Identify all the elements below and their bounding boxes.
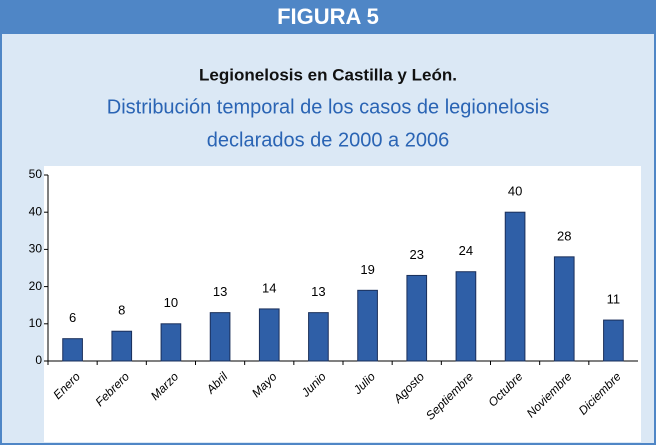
chart-subtitle: Distribución temporal de los casos de le…	[107, 96, 549, 118]
figure-label: FIGURA 5	[277, 4, 379, 29]
bar	[209, 312, 231, 362]
value-label: 40	[508, 184, 522, 199]
value-label: 24	[459, 243, 473, 258]
value-label: 11	[607, 292, 621, 307]
bar	[160, 323, 182, 362]
chart-subtitle: declarados de 2000 a 2006	[207, 129, 449, 151]
bar	[111, 330, 133, 362]
plot-background	[44, 166, 641, 442]
value-label: 13	[311, 284, 325, 299]
chart-title: Legionelosis en Castilla y León.	[199, 65, 457, 84]
bar	[357, 289, 378, 362]
value-label: 8	[118, 303, 125, 318]
bar	[603, 319, 624, 362]
value-label: 28	[557, 228, 571, 243]
bar	[504, 211, 526, 362]
value-label: 23	[410, 247, 424, 262]
y-tick-label: 0	[35, 353, 42, 367]
value-label: 14	[262, 280, 276, 295]
y-tick-label: 10	[29, 316, 43, 330]
value-label: 19	[360, 262, 374, 277]
bar	[406, 274, 428, 362]
bar	[553, 256, 575, 362]
bar	[62, 338, 83, 362]
bar	[308, 312, 329, 362]
header-band	[0, 0, 656, 34]
value-label: 13	[213, 284, 227, 299]
y-tick-label: 50	[29, 167, 43, 181]
bar	[455, 271, 477, 362]
bar	[258, 308, 280, 362]
value-label: 10	[164, 295, 178, 310]
y-tick-label: 40	[29, 204, 43, 218]
y-tick-label: 20	[29, 279, 43, 293]
value-label: 6	[69, 310, 76, 325]
y-tick-label: 30	[29, 242, 43, 256]
